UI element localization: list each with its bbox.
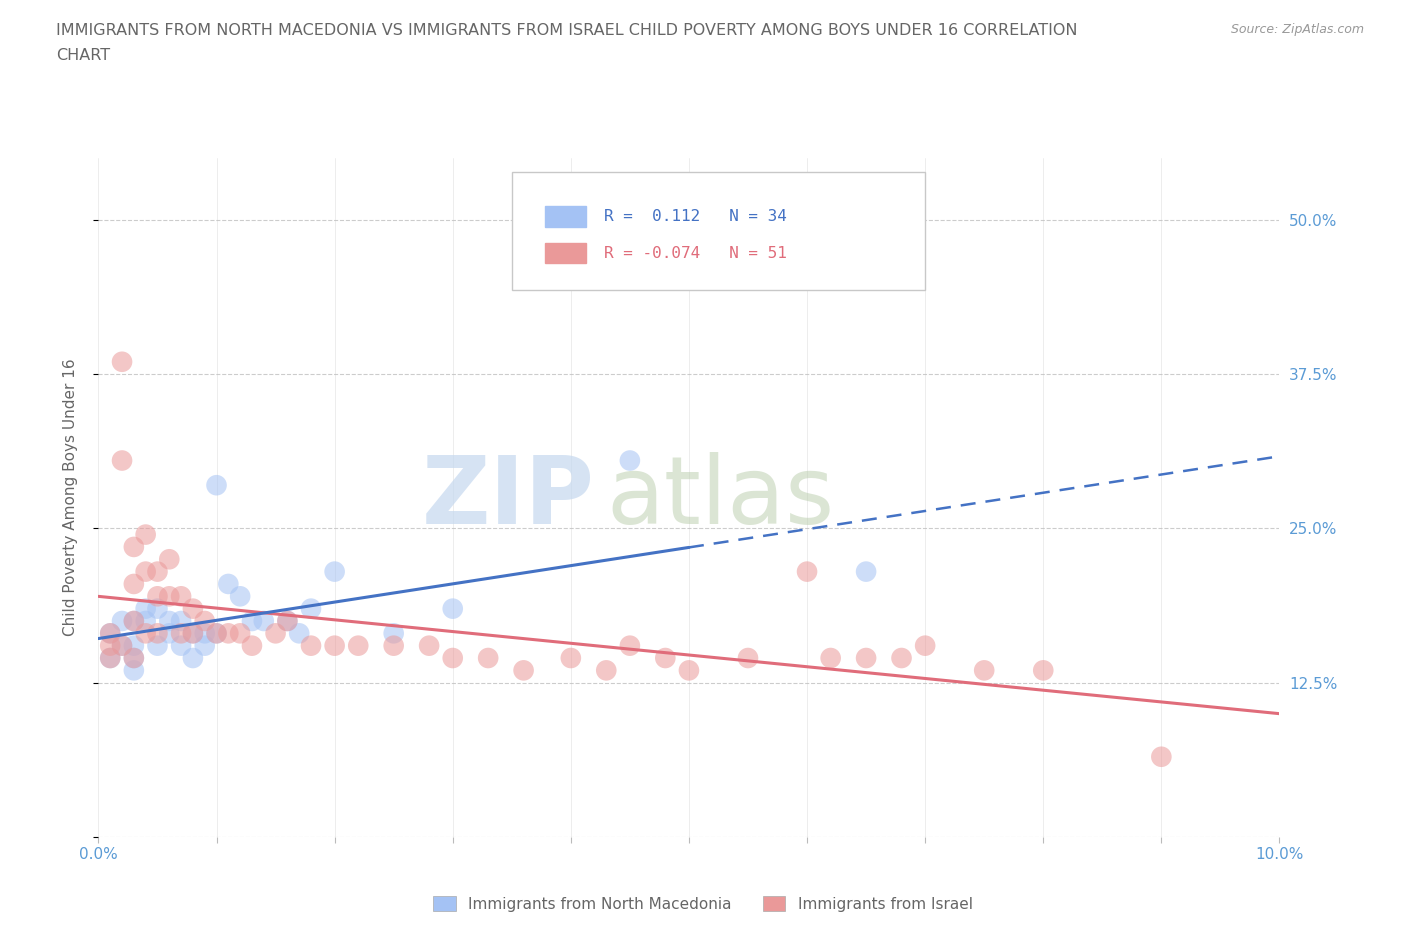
Point <box>122 651 145 666</box>
Text: Source: ZipAtlas.com: Source: ZipAtlas.com <box>1230 23 1364 36</box>
Point <box>181 626 204 641</box>
Point <box>820 651 842 666</box>
Point <box>157 551 180 566</box>
Point <box>560 651 582 666</box>
Point <box>619 453 641 468</box>
Point <box>855 565 877 579</box>
Text: R =  0.112   N = 34: R = 0.112 N = 34 <box>605 209 787 224</box>
Bar <box>546 243 586 263</box>
Point <box>170 626 193 641</box>
Point <box>299 638 322 653</box>
Point <box>737 651 759 666</box>
Point <box>229 589 252 604</box>
Point <box>98 651 121 666</box>
Point <box>157 589 180 604</box>
Point <box>1032 663 1054 678</box>
Point <box>111 638 134 653</box>
Point <box>382 638 405 653</box>
Point <box>111 638 134 653</box>
Point <box>135 626 157 641</box>
Point <box>264 626 287 641</box>
Point <box>181 626 204 641</box>
Point <box>512 663 534 678</box>
Point <box>229 626 252 641</box>
Point <box>135 601 157 616</box>
Point <box>276 614 298 629</box>
Y-axis label: Child Poverty Among Boys Under 16: Child Poverty Among Boys Under 16 <box>63 359 77 636</box>
Point <box>122 614 145 629</box>
Point <box>122 663 145 678</box>
Bar <box>546 206 586 227</box>
Point <box>418 638 440 653</box>
Point <box>678 663 700 678</box>
Point <box>98 626 121 641</box>
Point <box>441 601 464 616</box>
Point <box>1150 750 1173 764</box>
Point <box>205 626 228 641</box>
Point <box>111 614 134 629</box>
Point <box>347 638 370 653</box>
Point <box>253 614 276 629</box>
Legend: Immigrants from North Macedonia, Immigrants from Israel: Immigrants from North Macedonia, Immigra… <box>427 889 979 918</box>
Point <box>181 601 204 616</box>
Point <box>477 651 499 666</box>
Point <box>240 638 263 653</box>
Point <box>855 651 877 666</box>
Point <box>654 651 676 666</box>
Text: ZIP: ZIP <box>422 452 595 543</box>
Point <box>122 539 145 554</box>
Point <box>276 614 298 629</box>
Point <box>217 626 239 641</box>
Point <box>122 577 145 591</box>
Point <box>181 651 204 666</box>
Point <box>973 663 995 678</box>
Point <box>170 589 193 604</box>
Point <box>157 614 180 629</box>
FancyBboxPatch shape <box>512 172 925 290</box>
Point <box>146 626 169 641</box>
Point <box>205 626 228 641</box>
Point <box>194 626 217 641</box>
Point <box>382 626 405 641</box>
Point <box>914 638 936 653</box>
Point <box>299 601 322 616</box>
Point <box>146 565 169 579</box>
Point <box>170 614 193 629</box>
Point <box>323 638 346 653</box>
Point <box>135 565 157 579</box>
Point <box>157 626 180 641</box>
Point <box>146 589 169 604</box>
Point <box>205 478 228 493</box>
Point <box>194 638 217 653</box>
Point <box>323 565 346 579</box>
Point <box>194 614 217 629</box>
Point <box>441 651 464 666</box>
Point <box>122 638 145 653</box>
Text: CHART: CHART <box>56 48 110 63</box>
Point <box>619 638 641 653</box>
Point <box>122 651 145 666</box>
Point <box>111 354 134 369</box>
Point <box>98 651 121 666</box>
Point <box>595 663 617 678</box>
Point <box>240 614 263 629</box>
Point <box>146 638 169 653</box>
Text: R = -0.074   N = 51: R = -0.074 N = 51 <box>605 246 787 260</box>
Point <box>135 527 157 542</box>
Point <box>170 638 193 653</box>
Point <box>890 651 912 666</box>
Point <box>217 577 239 591</box>
Point <box>98 626 121 641</box>
Point <box>111 453 134 468</box>
Point <box>288 626 311 641</box>
Text: IMMIGRANTS FROM NORTH MACEDONIA VS IMMIGRANTS FROM ISRAEL CHILD POVERTY AMONG BO: IMMIGRANTS FROM NORTH MACEDONIA VS IMMIG… <box>56 23 1078 38</box>
Point <box>135 614 157 629</box>
Point <box>98 638 121 653</box>
Point <box>146 601 169 616</box>
Point <box>122 614 145 629</box>
Point <box>796 565 818 579</box>
Text: atlas: atlas <box>606 452 835 543</box>
